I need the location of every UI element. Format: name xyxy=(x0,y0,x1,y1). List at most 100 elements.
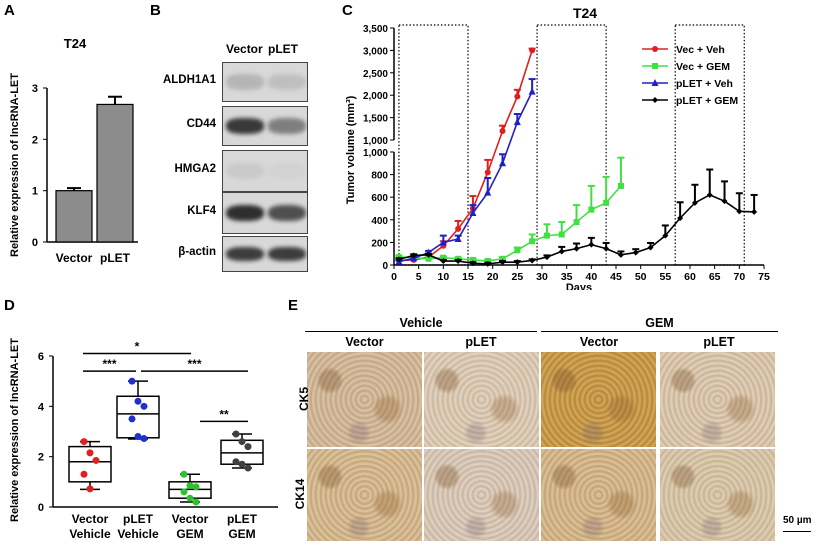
data-point xyxy=(425,255,432,262)
data-point xyxy=(80,470,88,478)
data-point xyxy=(529,257,536,264)
treatment-window xyxy=(398,24,469,266)
blot-band xyxy=(226,74,264,90)
x-tick-label: 15 xyxy=(462,271,474,283)
x-tick-label: GEM xyxy=(176,527,203,541)
y-tick-label: 0 xyxy=(382,261,388,272)
chart-title: T24 xyxy=(573,5,597,21)
x-tick-label: Vehicle xyxy=(69,527,111,541)
y-axis-label: Relative expression of lncRNA-LET xyxy=(9,338,21,522)
x-tick-label: 25 xyxy=(511,271,523,283)
line-chart-c: T241,0001,5002,0002,5003,0003,5000200400… xyxy=(345,5,770,290)
data-point xyxy=(244,464,252,472)
data-point xyxy=(499,159,507,167)
data-point xyxy=(186,482,194,490)
x-tick-label: Vehicle xyxy=(117,527,159,541)
ihc-group-gem: GEM xyxy=(645,316,674,330)
data-point xyxy=(514,247,521,254)
data-point xyxy=(395,256,402,263)
y-tick-label: 1,500 xyxy=(363,114,388,125)
y-tick-label: 3,500 xyxy=(363,24,388,35)
data-point xyxy=(469,209,477,217)
data-point xyxy=(651,79,659,86)
series-line xyxy=(398,91,533,263)
blot-col-plet: pLET xyxy=(268,42,298,56)
blot-band xyxy=(268,247,306,261)
x-tick-label: 0 xyxy=(391,271,397,283)
blot-label: ALDH1A1 xyxy=(162,74,216,86)
y-tick-label: 3,000 xyxy=(363,46,388,57)
scale-bar-label: 50 µm xyxy=(783,515,812,526)
data-point xyxy=(180,470,188,478)
ihc-image xyxy=(424,449,539,541)
data-point xyxy=(484,188,492,196)
ihc-image xyxy=(541,352,656,447)
panel-label-a: A xyxy=(4,2,15,19)
data-point xyxy=(529,47,536,54)
data-point xyxy=(652,97,658,103)
data-point xyxy=(543,232,550,239)
data-point xyxy=(677,215,684,222)
x-tick-label: pLET xyxy=(100,251,131,265)
data-point xyxy=(425,251,432,258)
data-point xyxy=(186,494,194,502)
x-tick-label: 65 xyxy=(709,271,721,283)
data-point xyxy=(134,433,142,441)
data-point xyxy=(92,456,100,464)
data-point xyxy=(192,498,200,506)
data-point xyxy=(469,256,476,263)
blot-2 xyxy=(222,150,308,192)
data-point xyxy=(134,397,142,405)
data-point xyxy=(514,93,521,100)
data-point xyxy=(573,245,580,252)
treatment-window xyxy=(536,24,607,266)
ihc-image xyxy=(307,449,422,541)
data-point xyxy=(647,244,654,251)
blot-band xyxy=(226,163,264,179)
x-tick-label: 70 xyxy=(733,271,745,283)
gem-underline xyxy=(541,331,778,332)
x-tick-label: 30 xyxy=(536,271,548,283)
y-tick-label: 2,500 xyxy=(363,69,388,80)
significance-label: *** xyxy=(187,357,201,371)
y-tick-label: 600 xyxy=(371,193,388,204)
x-tick-label: 20 xyxy=(487,271,499,283)
blot-3 xyxy=(222,192,308,234)
data-point xyxy=(499,128,506,135)
data-point xyxy=(528,87,536,95)
chart-title: T24 xyxy=(64,36,87,51)
data-point xyxy=(721,198,728,205)
data-point xyxy=(513,118,521,126)
y-tick-label: 400 xyxy=(371,216,388,227)
data-point xyxy=(632,249,639,256)
blot-col-vector: Vector xyxy=(226,42,263,56)
legend-label: pLET + Veh xyxy=(676,78,733,90)
y-tick-label: 1,000 xyxy=(363,148,388,159)
x-tick-label: Vector xyxy=(172,512,209,526)
data-point xyxy=(691,199,698,206)
y-tick-label: 2,000 xyxy=(363,91,388,102)
data-point xyxy=(140,402,148,410)
data-point xyxy=(543,254,550,261)
y-axis-label: Tumor volume (mm³) xyxy=(345,95,357,204)
data-point xyxy=(603,199,610,206)
x-tick-label: Vector xyxy=(56,251,93,265)
box-plot-d: 0 2 4 6 Relative expression of lncRNA-LET Vec… xyxy=(9,338,278,541)
data-point xyxy=(617,251,624,258)
blot-band xyxy=(268,118,306,134)
y-tick-label: 0 xyxy=(32,237,38,249)
ihc-col-header: Vector xyxy=(345,335,384,349)
data-point xyxy=(128,377,136,385)
ihc-image xyxy=(660,352,775,447)
panel-label-c: C xyxy=(342,2,353,19)
y-tick-label: 1 xyxy=(32,186,38,198)
y-tick-label: 800 xyxy=(371,171,388,182)
data-point xyxy=(499,255,506,262)
blot-label: β-actin xyxy=(178,246,216,258)
ihc-image xyxy=(541,449,656,541)
data-point xyxy=(514,259,521,266)
data-point xyxy=(86,449,94,457)
blot-label: KLF4 xyxy=(187,205,216,217)
data-point xyxy=(736,208,743,215)
data-point xyxy=(588,206,595,213)
